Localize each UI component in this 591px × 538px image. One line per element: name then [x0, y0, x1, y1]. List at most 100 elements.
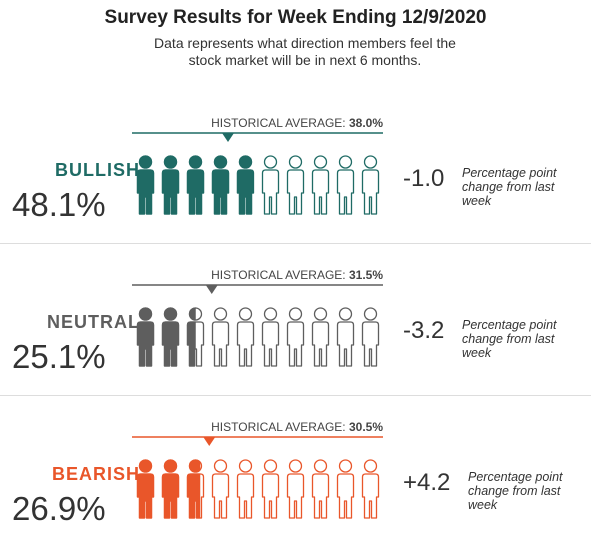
person-icon: [186, 307, 196, 367]
person-body: [136, 321, 155, 367]
person-icon: [211, 307, 230, 367]
person-icon: [336, 459, 355, 519]
separator: [0, 395, 591, 396]
person-icon: [161, 307, 180, 367]
change-note: Percentage point change from last week: [468, 470, 563, 512]
person-icon: [186, 155, 205, 215]
change-value: +4.2: [403, 469, 451, 496]
person-body: [136, 169, 155, 215]
person-head: [363, 459, 378, 473]
icons-filled-inner: [136, 155, 254, 215]
person-icon: [136, 459, 155, 519]
person-head: [363, 307, 378, 321]
person-head: [288, 459, 303, 473]
person-body: [211, 169, 230, 215]
person-icon: [336, 307, 355, 367]
person-icon: [211, 459, 230, 519]
person-head: [238, 307, 253, 321]
person-head: [163, 459, 178, 473]
person-head: [188, 459, 201, 473]
person-body: [236, 473, 255, 519]
person-head: [288, 155, 303, 169]
historical-average: HISTORICAL AVERAGE: 30.5%: [83, 420, 383, 434]
historical-label: HISTORICAL AVERAGE:: [211, 420, 346, 434]
person-head: [338, 459, 353, 473]
person-icon: [286, 459, 305, 519]
change-note: Percentage point change from last week: [462, 166, 557, 208]
person-icon: [286, 307, 305, 367]
person-body: [161, 169, 180, 215]
person-head: [363, 155, 378, 169]
person-icon: [211, 155, 230, 215]
separator: [0, 243, 591, 244]
title: Survey Results for Week Ending 12/9/2020: [104, 7, 487, 28]
person-head: [313, 155, 328, 169]
person-head: [188, 155, 203, 169]
person-body: [236, 321, 255, 367]
person-body: [161, 473, 180, 519]
historical-average: HISTORICAL AVERAGE: 38.0%: [83, 116, 383, 130]
person-body: [361, 473, 380, 519]
person-head: [213, 155, 228, 169]
person-head: [263, 155, 278, 169]
person-head: [138, 459, 153, 473]
subtitle: Data represents what direction members f…: [154, 35, 456, 68]
person-icon: [236, 459, 255, 519]
pictogram: [132, 132, 383, 215]
person-head: [163, 307, 178, 321]
historical-value: 30.5%: [348, 420, 383, 434]
person-body: [286, 321, 305, 367]
person-head: [313, 307, 328, 321]
icons-filled-inner: [136, 459, 201, 519]
historical-marker: [222, 133, 234, 142]
person-icon: [236, 307, 255, 367]
person-body: [161, 321, 180, 367]
percentage: 25.1%: [12, 338, 106, 375]
person-head: [213, 307, 228, 321]
icons-filled: [136, 155, 254, 215]
person-icon: [161, 459, 180, 519]
change-value: -1.0: [403, 165, 445, 192]
person-icon: [311, 459, 330, 519]
historical-value: 31.5%: [348, 268, 383, 282]
person-body: [361, 321, 380, 367]
person-body: [186, 473, 201, 519]
person-icon: [161, 155, 180, 215]
person-head: [238, 155, 253, 169]
person-icon: [336, 155, 355, 215]
person-head: [138, 307, 153, 321]
historical-value: 38.0%: [348, 116, 383, 130]
person-body: [286, 473, 305, 519]
person-icon: [136, 307, 155, 367]
historical-marker: [205, 285, 218, 294]
change-value: -3.2: [403, 317, 445, 344]
person-body: [336, 321, 355, 367]
person-body: [261, 321, 280, 367]
person-body: [286, 169, 305, 215]
person-icon: [261, 155, 280, 215]
person-head: [263, 459, 278, 473]
sentiment-label: NEUTRAL: [47, 312, 140, 332]
percentage: 48.1%: [12, 186, 106, 223]
person-body: [311, 169, 330, 215]
person-body: [311, 321, 330, 367]
icons-filled: [136, 459, 201, 519]
person-icon: [361, 155, 380, 215]
sentiment-label: BEARISH: [51, 464, 140, 484]
person-icon: [261, 459, 280, 519]
sentiment-label: BULLISH: [55, 160, 140, 180]
historical-label: HISTORICAL AVERAGE:: [211, 268, 346, 282]
person-body: [136, 473, 155, 519]
person-icon: [361, 307, 380, 367]
person-head: [263, 307, 278, 321]
person-head: [313, 459, 328, 473]
person-body: [236, 169, 254, 215]
person-icon: [136, 155, 155, 215]
person-icon: [261, 307, 280, 367]
person-body: [186, 321, 196, 367]
percentage: 26.9%: [12, 490, 106, 527]
person-icon: [236, 155, 254, 215]
icons-filled: [136, 307, 196, 367]
person-body: [186, 169, 205, 215]
